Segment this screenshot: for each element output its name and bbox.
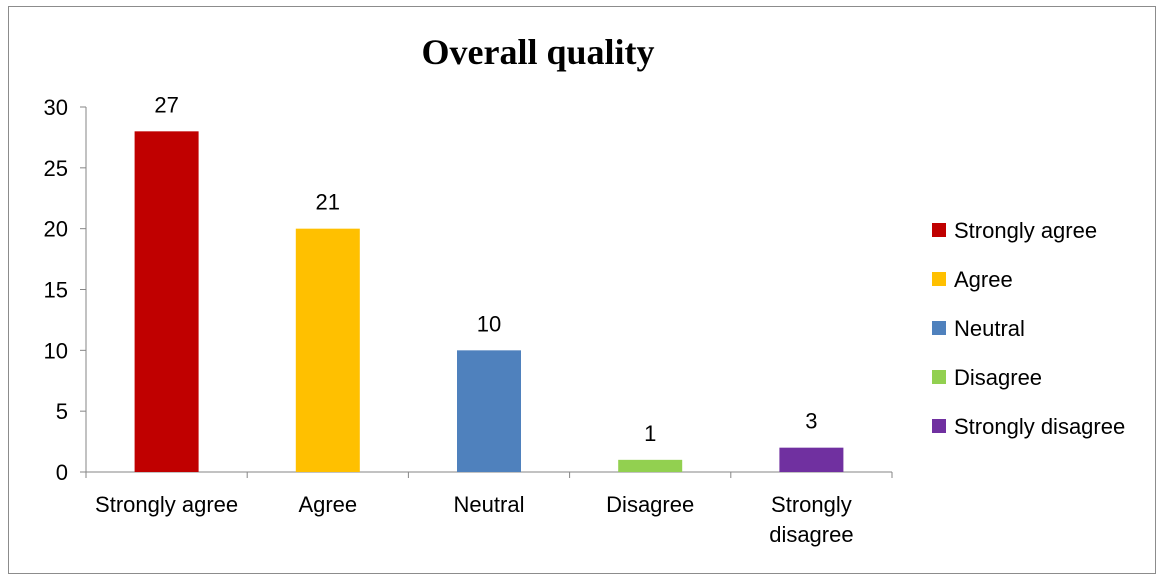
legend-swatch (932, 419, 946, 433)
x-category-label: Strongly agree (95, 492, 238, 517)
data-label: 21 (316, 190, 340, 215)
legend: Strongly agree Agree Neutral Disagree Strong… (932, 218, 1125, 439)
data-labels: 27 21 10 1 3 (154, 92, 817, 446)
legend-label: Disagree (954, 365, 1042, 390)
y-tick-label: 15 (44, 278, 68, 303)
data-label: 1 (644, 421, 656, 446)
data-label: 10 (477, 311, 501, 336)
chart-title: Overall quality (422, 32, 655, 72)
legend-label: Neutral (954, 316, 1025, 341)
x-category-label: disagree (769, 522, 853, 547)
y-tick-label: 30 (44, 95, 68, 120)
y-tick-label: 0 (56, 460, 68, 485)
x-category-label: Strongly (771, 492, 852, 517)
legend-swatch (932, 223, 946, 237)
bar (457, 350, 521, 472)
y-tick-label: 5 (56, 399, 68, 424)
chart-frame (8, 6, 1156, 574)
legend-swatch (932, 272, 946, 286)
data-label: 3 (805, 409, 817, 434)
legend-label: Strongly disagree (954, 414, 1125, 439)
legend-swatch (932, 321, 946, 335)
bar (779, 447, 844, 472)
legend-swatch (932, 370, 946, 384)
bar (618, 459, 683, 472)
x-category-label: Neutral (454, 492, 525, 517)
x-category-label: Agree (298, 492, 357, 517)
x-axis-categories: Strongly agree Agree Neutral Disagree Strong… (95, 492, 854, 547)
y-tick-label: 10 (44, 338, 68, 363)
y-axis-ticks: 0 5 10 15 20 25 30 (44, 95, 86, 485)
bar (134, 131, 199, 473)
legend-label: Strongly agree (954, 218, 1097, 243)
y-tick-label: 25 (44, 156, 68, 181)
bar (295, 228, 360, 472)
y-tick-label: 20 (44, 217, 68, 242)
x-category-label: Disagree (606, 492, 694, 517)
legend-label: Agree (954, 267, 1013, 292)
data-label: 27 (154, 92, 178, 117)
bars (134, 131, 844, 473)
